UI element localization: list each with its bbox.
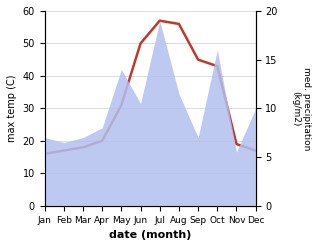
Y-axis label: max temp (C): max temp (C) bbox=[7, 75, 17, 142]
Y-axis label: med. precipitation
(kg/m2): med. precipitation (kg/m2) bbox=[292, 67, 311, 150]
X-axis label: date (month): date (month) bbox=[109, 230, 191, 240]
